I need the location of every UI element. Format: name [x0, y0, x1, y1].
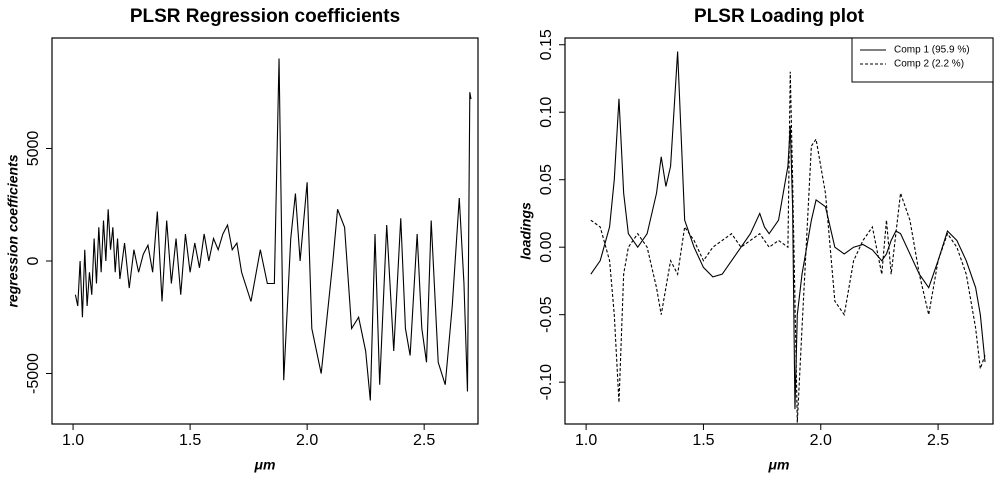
y-tick-label: 0 [25, 256, 42, 265]
x-tick-label: 1.0 [575, 432, 597, 449]
data-line [590, 71, 986, 423]
plot-lines [74, 58, 472, 401]
y-tick-label: 0.10 [538, 97, 555, 128]
plot-frame [564, 37, 994, 425]
x-tick-label: 1.0 [62, 432, 84, 449]
plot-frame [51, 37, 479, 425]
x-tick-label: 2.5 [927, 432, 949, 449]
y-tick-label: 5000 [25, 131, 42, 167]
x-tick-label: 2.0 [296, 432, 318, 449]
y-tick-label: -5000 [25, 353, 42, 394]
legend-box [851, 37, 994, 83]
data-line [74, 58, 472, 401]
y-tick-label: 0.00 [538, 232, 555, 263]
y-tick-label: -0.10 [538, 364, 555, 401]
y-axis-label: regression coefficients [5, 154, 21, 307]
x-tick-label: 1.5 [692, 432, 714, 449]
chart-title: PLSR Loading plot [694, 6, 865, 27]
y-axis-label: loadings [518, 202, 534, 260]
x-tick-label: 1.5 [179, 432, 201, 449]
x-axis-label: μm [254, 457, 276, 473]
y-tick-label: 0.05 [538, 164, 555, 195]
chart-title: PLSR Regression coefficients [130, 6, 400, 27]
legend-label: Comp 1 (95.9 %) [894, 45, 970, 56]
x-tick-label: 2.5 [413, 432, 435, 449]
x-tick-label: 2.0 [810, 432, 832, 449]
y-tick-label: -0.05 [538, 296, 555, 333]
data-line [590, 51, 986, 410]
legend-label: Comp 2 (2.2 %) [894, 59, 964, 70]
y-tick-label: 0.15 [538, 29, 555, 60]
x-axis-label: μm [768, 457, 790, 473]
plot-lines [590, 51, 986, 423]
